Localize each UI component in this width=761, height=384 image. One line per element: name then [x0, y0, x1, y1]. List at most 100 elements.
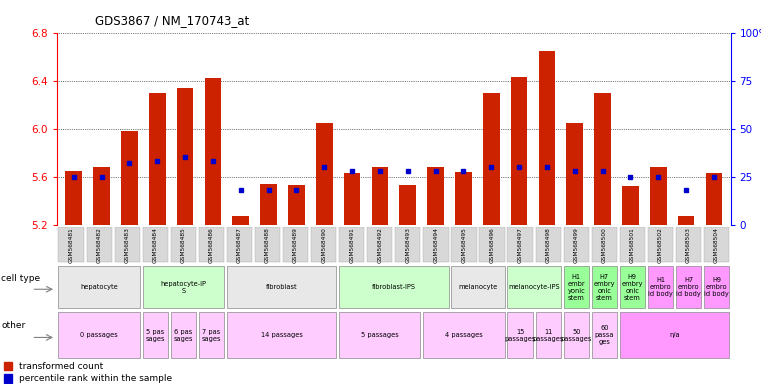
FancyBboxPatch shape [619, 266, 645, 308]
FancyBboxPatch shape [704, 266, 729, 308]
Bar [400, 185, 416, 225]
Text: GSM568503: GSM568503 [686, 227, 691, 263]
Text: 50
passages: 50 passages [561, 329, 592, 341]
Text: GDS3867 / NM_170743_at: GDS3867 / NM_170743_at [95, 14, 250, 27]
FancyBboxPatch shape [591, 266, 617, 308]
FancyBboxPatch shape [648, 227, 673, 262]
Text: n/a: n/a [669, 332, 680, 338]
Text: H9
embro
id body: H9 embro id body [704, 277, 729, 297]
FancyBboxPatch shape [142, 312, 168, 358]
Text: other: other [2, 321, 25, 330]
Text: percentile rank within the sample: percentile rank within the sample [19, 374, 172, 383]
Text: GSM568502: GSM568502 [658, 227, 663, 263]
Text: H7
embry
onic
stem: H7 embry onic stem [594, 273, 615, 301]
Text: GSM568504: GSM568504 [714, 227, 719, 263]
Bar [149, 93, 166, 225]
Bar [121, 131, 138, 225]
FancyBboxPatch shape [564, 227, 589, 262]
Bar [511, 77, 527, 225]
FancyBboxPatch shape [591, 227, 617, 262]
FancyBboxPatch shape [508, 266, 561, 308]
Text: fibroblast: fibroblast [266, 284, 298, 290]
Bar [65, 170, 82, 225]
Text: GSM568493: GSM568493 [406, 227, 410, 263]
Text: 15
passages: 15 passages [505, 329, 536, 341]
Bar [371, 167, 388, 225]
Text: GSM568501: GSM568501 [630, 227, 635, 263]
Text: GSM568497: GSM568497 [517, 227, 523, 263]
Text: hepatocyte-iP
S: hepatocyte-iP S [161, 281, 206, 293]
FancyBboxPatch shape [619, 227, 645, 262]
Text: GSM568481: GSM568481 [68, 227, 74, 263]
Text: 7 pas
sages: 7 pas sages [202, 329, 221, 341]
Text: H1
embro
id body: H1 embro id body [648, 277, 673, 297]
FancyBboxPatch shape [564, 266, 589, 308]
FancyBboxPatch shape [591, 312, 617, 358]
Text: H7
embro
id body: H7 embro id body [676, 277, 701, 297]
Bar [5, 362, 11, 370]
FancyBboxPatch shape [87, 227, 112, 262]
Bar [539, 51, 556, 225]
FancyBboxPatch shape [115, 227, 140, 262]
Text: 6 pas
sages: 6 pas sages [174, 329, 193, 341]
Text: 0 passages: 0 passages [81, 332, 118, 338]
FancyBboxPatch shape [423, 312, 505, 358]
FancyBboxPatch shape [59, 266, 140, 308]
Text: GSM568485: GSM568485 [181, 227, 186, 263]
Bar [177, 88, 193, 225]
Bar [455, 172, 472, 225]
Text: GSM568495: GSM568495 [461, 227, 466, 263]
FancyBboxPatch shape [255, 227, 280, 262]
Bar [205, 78, 221, 225]
FancyBboxPatch shape [423, 227, 448, 262]
FancyBboxPatch shape [508, 227, 533, 262]
Bar [483, 93, 499, 225]
FancyBboxPatch shape [536, 227, 561, 262]
FancyBboxPatch shape [142, 227, 168, 262]
Bar [678, 216, 694, 225]
Text: GSM568490: GSM568490 [321, 227, 326, 263]
Text: GSM568486: GSM568486 [209, 227, 214, 263]
FancyBboxPatch shape [619, 312, 729, 358]
Text: hepatocyte: hepatocyte [81, 284, 118, 290]
Text: GSM568482: GSM568482 [97, 227, 102, 263]
FancyBboxPatch shape [451, 227, 476, 262]
Text: 4 passages: 4 passages [445, 332, 482, 338]
Text: GSM568496: GSM568496 [489, 227, 495, 263]
FancyBboxPatch shape [676, 227, 701, 262]
FancyBboxPatch shape [704, 227, 729, 262]
FancyBboxPatch shape [227, 227, 252, 262]
FancyBboxPatch shape [283, 227, 308, 262]
Bar [427, 167, 444, 225]
FancyBboxPatch shape [508, 312, 533, 358]
FancyBboxPatch shape [170, 227, 196, 262]
Text: cell type: cell type [2, 274, 40, 283]
Bar [232, 216, 249, 225]
FancyBboxPatch shape [479, 227, 505, 262]
Bar [344, 173, 361, 225]
Text: H9
embry
onic
stem: H9 embry onic stem [622, 273, 643, 301]
Bar [94, 167, 110, 225]
Text: melanocyte: melanocyte [458, 284, 498, 290]
Text: 14 passages: 14 passages [260, 332, 303, 338]
FancyBboxPatch shape [59, 312, 140, 358]
Text: GSM568487: GSM568487 [237, 227, 242, 263]
Text: GSM568492: GSM568492 [377, 227, 382, 263]
Text: GSM568489: GSM568489 [293, 227, 298, 263]
Text: 5 pas
sages: 5 pas sages [145, 329, 165, 341]
Bar [288, 185, 304, 225]
Bar [594, 93, 611, 225]
Text: 5 passages: 5 passages [361, 332, 399, 338]
Bar [5, 374, 11, 383]
Text: GSM568500: GSM568500 [602, 227, 607, 263]
Bar [260, 184, 277, 225]
FancyBboxPatch shape [395, 227, 421, 262]
FancyBboxPatch shape [170, 312, 196, 358]
Bar [650, 167, 667, 225]
FancyBboxPatch shape [648, 266, 673, 308]
Text: melanocyte-IPS: melanocyte-IPS [508, 284, 560, 290]
FancyBboxPatch shape [676, 266, 701, 308]
FancyBboxPatch shape [227, 266, 336, 308]
FancyBboxPatch shape [199, 312, 224, 358]
Text: fibroblast-IPS: fibroblast-IPS [372, 284, 416, 290]
